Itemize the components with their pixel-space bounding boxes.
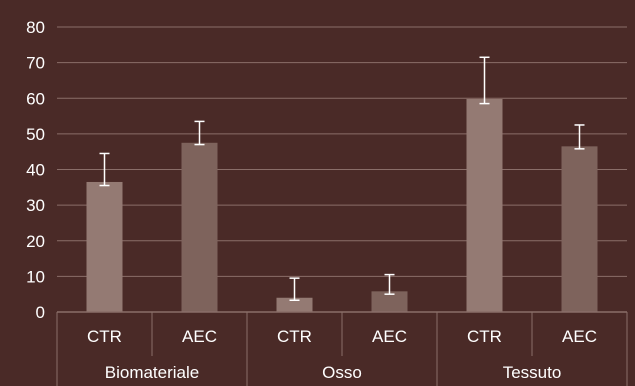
x-axis: CTR AEC CTR AEC CTR AEC Biomateriale Osso Tessut…: [56, 311, 628, 386]
error-bar: [574, 124, 585, 150]
y-tick-label: 60: [26, 89, 45, 108]
y-tick-label: 20: [26, 232, 45, 251]
bar-ctr-biomateriale: [86, 181, 123, 312]
y-tick-label: 50: [26, 125, 45, 144]
y-tick-label: 70: [26, 54, 45, 73]
x-category-label: AEC: [372, 327, 407, 346]
x-group-label: Biomateriale: [105, 363, 200, 382]
x-group-label: Tessuto: [503, 363, 562, 382]
y-axis-tick-labels: 0 10 20 30 40 50 60 70 80: [26, 18, 45, 322]
x-category-label: CTR: [277, 327, 312, 346]
error-bar: [289, 277, 300, 301]
error-bars: [99, 56, 585, 301]
y-tick-label: 30: [26, 196, 45, 215]
bars: [86, 98, 598, 313]
error-bar: [99, 152, 110, 187]
y-tick-label: 80: [26, 18, 45, 37]
bar-aec-osso: [371, 291, 408, 312]
gridlines: [57, 26, 627, 277]
bar-ctr-tessuto: [466, 98, 503, 313]
x-category-label: CTR: [467, 327, 502, 346]
y-tick-label: 40: [26, 161, 45, 180]
x-group-label: Osso: [322, 363, 362, 382]
error-bar: [479, 56, 490, 105]
x-category-label: AEC: [182, 327, 217, 346]
y-tick-label: 0: [36, 303, 45, 322]
x-category-label: CTR: [87, 327, 122, 346]
bar-aec-tessuto: [561, 146, 598, 312]
x-category-label: AEC: [562, 327, 597, 346]
error-bar: [194, 120, 205, 146]
bar-aec-biomateriale: [181, 142, 218, 312]
bar-ctr-osso: [276, 297, 313, 312]
y-tick-label: 10: [26, 267, 45, 286]
error-bar: [384, 273, 395, 295]
